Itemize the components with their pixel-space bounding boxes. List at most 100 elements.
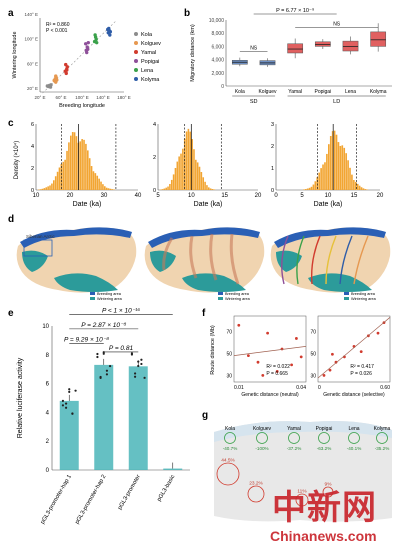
histogram-bar [343,147,346,190]
sig-label: NS [333,21,341,27]
histogram-bar [318,172,321,190]
scatter-point [334,360,338,364]
histogram-bar [187,128,190,190]
y-tick-label: 4,000 [211,58,224,64]
scatter-point [322,374,326,377]
histogram-bar [200,172,203,190]
scatter-point [54,74,58,78]
histogram-bar [326,153,328,190]
bar [59,400,79,470]
wintering-percent: 11% [297,489,307,495]
x-axis-label: Date (ka) [194,201,223,208]
replicate-point [61,399,65,402]
histogram-bar [47,186,49,190]
histogram-bar [302,189,305,190]
histogram-bar [341,145,344,190]
x-tick-label: 15 [351,193,358,199]
x-tick-label: 140° E [96,95,110,100]
x-axis-label: Date (ka) [314,201,343,208]
bar [128,366,148,470]
histogram-bar [345,153,347,190]
replicate-point [74,389,77,392]
category-label: Popigai [314,89,331,95]
legend-label: Breeding area [97,292,122,296]
histogram-bar [320,168,322,190]
scatter-point [64,62,68,67]
y-tick-label: 20° E [27,86,38,91]
y-tick-label: 0 [271,188,274,194]
x-tick-label: 10 [325,193,332,199]
site-percent: -100% [255,446,268,451]
sig-label: P < 1 × 10⁻¹⁶ [102,307,140,314]
scatter-point [55,78,59,82]
breeding-area [148,227,260,248]
sig-label: NS [250,46,258,52]
category-label: pGL3-promoter-hap 1 [40,474,73,525]
histogram-bar [353,180,355,190]
histogram-bar [102,184,104,190]
wintering-area [182,273,246,292]
site-percent: -63.2% [317,446,332,451]
histogram-bar [172,174,175,190]
histogram-bar [75,136,78,190]
y-tick-label: 10,000 [209,18,225,24]
scatter-point [95,40,99,45]
replicate-point [68,390,71,393]
y-tick-label: 50 [310,351,316,357]
histogram-bar [169,183,171,190]
y-tick-label: 0 [153,188,156,194]
migration-route [325,235,337,285]
replicate-point [137,364,140,368]
site-name: Kolguev [253,426,272,432]
scatter-point [83,42,88,46]
histogram-bar [71,132,74,190]
replicate-point [68,388,71,391]
replicate-point [64,402,68,405]
y-tick-label: 30 [310,373,316,379]
x-tick-label: 20 [255,193,262,199]
y-tick-label: 0 [31,188,34,194]
plot-frame [233,315,307,383]
histogram-bar [209,188,212,190]
y-tick-label: 4 [31,144,34,150]
legend-marker [134,32,138,36]
scatter-point [331,352,334,356]
legend-marker [134,50,138,54]
wintering-percent: 9% [325,482,333,488]
histogram-bar [314,181,317,190]
histogram-bar [358,185,361,190]
replicate-point [96,355,99,359]
x-tick-label: 0 [318,385,321,391]
site-name: Kolyma [374,426,391,432]
scatter-point [86,47,90,51]
scatter-point [256,360,260,364]
box-body [370,31,387,47]
panel-a-scatter-chart: a 20° E 60° E 100° E 140° E 180° E 20° E 60° E 1… [8,8,161,109]
panel-label-f: f [202,308,206,319]
histogram-bar [360,187,363,190]
histogram-bar [308,187,311,190]
category-label: Kola [235,89,245,95]
site-percent: -37.2% [287,446,302,451]
scatter-point [266,331,269,335]
histogram-bar [354,181,357,190]
legend-marker [134,41,138,45]
site-percent: -35.2% [375,446,390,451]
panel-label-d: d [8,214,14,225]
legend-label: Kola [141,32,153,38]
site-circle [288,432,300,444]
map-sea [214,421,392,442]
replicate-point [105,373,109,376]
panel-b-box-chart: b 0 2,000 4,000 6,000 8,000 10,000 Migratory di… [184,7,392,105]
histogram-bar [182,148,184,190]
x-tick-label: 0.01 [234,385,244,391]
wintering-area [54,273,118,292]
wintering-circle [322,486,334,498]
legend-marker [134,77,138,81]
histogram-bar [88,158,91,190]
site-circle [224,432,236,444]
histogram-bar [94,173,97,190]
legend-label: Wintering area [97,297,123,301]
migration-corridor [209,233,218,281]
